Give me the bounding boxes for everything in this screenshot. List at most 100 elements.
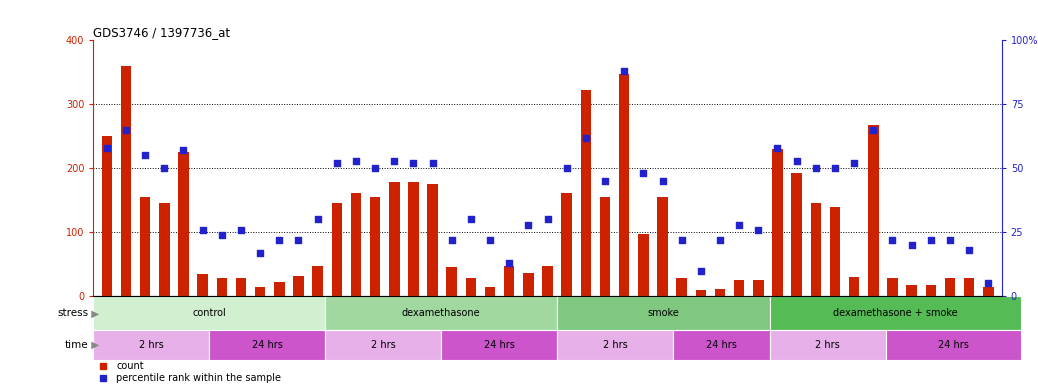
- Point: [941, 237, 958, 243]
- Bar: [695, 290, 706, 296]
- Bar: [293, 276, 304, 296]
- Bar: [868, 125, 878, 296]
- Bar: [351, 193, 361, 296]
- Point: [692, 268, 709, 274]
- Point: [425, 160, 441, 166]
- Bar: [274, 282, 284, 296]
- Point: [175, 147, 192, 154]
- Text: smoke: smoke: [648, 308, 679, 318]
- Point: [386, 157, 403, 164]
- Text: stress: stress: [57, 308, 88, 318]
- Bar: [674, 330, 770, 360]
- Bar: [657, 197, 667, 296]
- Bar: [217, 278, 227, 296]
- Point: [540, 217, 556, 223]
- Bar: [906, 285, 917, 296]
- Point: [903, 242, 920, 248]
- Bar: [791, 174, 802, 296]
- Bar: [93, 296, 325, 330]
- Point: [826, 165, 843, 171]
- Bar: [600, 197, 610, 296]
- Point: [252, 250, 269, 256]
- Bar: [562, 193, 572, 296]
- Point: [328, 160, 345, 166]
- Bar: [926, 285, 936, 296]
- Bar: [772, 149, 783, 296]
- Bar: [441, 330, 557, 360]
- Text: 24 hrs: 24 hrs: [938, 340, 968, 350]
- Point: [884, 237, 901, 243]
- Point: [577, 134, 594, 141]
- Point: [405, 160, 421, 166]
- Text: 2 hrs: 2 hrs: [371, 340, 395, 350]
- Point: [291, 237, 307, 243]
- Point: [194, 227, 211, 233]
- Bar: [325, 296, 557, 330]
- Point: [923, 237, 939, 243]
- Bar: [140, 197, 151, 296]
- Bar: [236, 278, 246, 296]
- Bar: [983, 286, 993, 296]
- Bar: [770, 330, 885, 360]
- Point: [750, 227, 767, 233]
- Bar: [811, 204, 821, 296]
- Bar: [638, 233, 649, 296]
- Bar: [197, 274, 208, 296]
- Text: control: control: [192, 308, 226, 318]
- Text: percentile rank within the sample: percentile rank within the sample: [116, 373, 281, 383]
- Bar: [179, 152, 189, 296]
- Bar: [485, 286, 495, 296]
- Point: [443, 237, 460, 243]
- Point: [961, 247, 978, 253]
- Point: [808, 165, 824, 171]
- Point: [769, 145, 786, 151]
- Bar: [370, 197, 380, 296]
- Point: [482, 237, 498, 243]
- Bar: [312, 266, 323, 296]
- Bar: [120, 66, 131, 296]
- Point: [117, 127, 134, 133]
- Point: [233, 227, 249, 233]
- Bar: [734, 280, 744, 296]
- Bar: [255, 286, 266, 296]
- Bar: [677, 278, 687, 296]
- Bar: [753, 280, 764, 296]
- Bar: [619, 74, 629, 296]
- Point: [271, 237, 288, 243]
- Text: ▶: ▶: [88, 340, 100, 350]
- Bar: [446, 268, 457, 296]
- Point: [309, 217, 326, 223]
- Text: count: count: [116, 361, 143, 371]
- Bar: [504, 266, 515, 296]
- Point: [156, 165, 172, 171]
- Bar: [331, 204, 343, 296]
- Text: 24 hrs: 24 hrs: [706, 340, 737, 350]
- Point: [731, 222, 747, 228]
- Point: [788, 157, 804, 164]
- Point: [980, 280, 996, 286]
- Point: [214, 232, 230, 238]
- Point: [520, 222, 537, 228]
- Point: [99, 145, 115, 151]
- Text: 2 hrs: 2 hrs: [139, 340, 164, 350]
- Point: [712, 237, 729, 243]
- Point: [616, 68, 632, 74]
- Point: [654, 178, 671, 184]
- Bar: [715, 288, 726, 296]
- Bar: [887, 278, 898, 296]
- Bar: [325, 330, 441, 360]
- Point: [597, 178, 613, 184]
- Bar: [945, 278, 955, 296]
- Text: 24 hrs: 24 hrs: [252, 340, 282, 350]
- Point: [846, 160, 863, 166]
- Bar: [964, 278, 975, 296]
- Bar: [159, 204, 169, 296]
- Point: [348, 157, 364, 164]
- Point: [137, 152, 154, 159]
- Point: [674, 237, 690, 243]
- Bar: [557, 296, 770, 330]
- Bar: [885, 330, 1021, 360]
- Point: [865, 127, 881, 133]
- Point: [463, 217, 480, 223]
- Text: ▶: ▶: [88, 308, 100, 318]
